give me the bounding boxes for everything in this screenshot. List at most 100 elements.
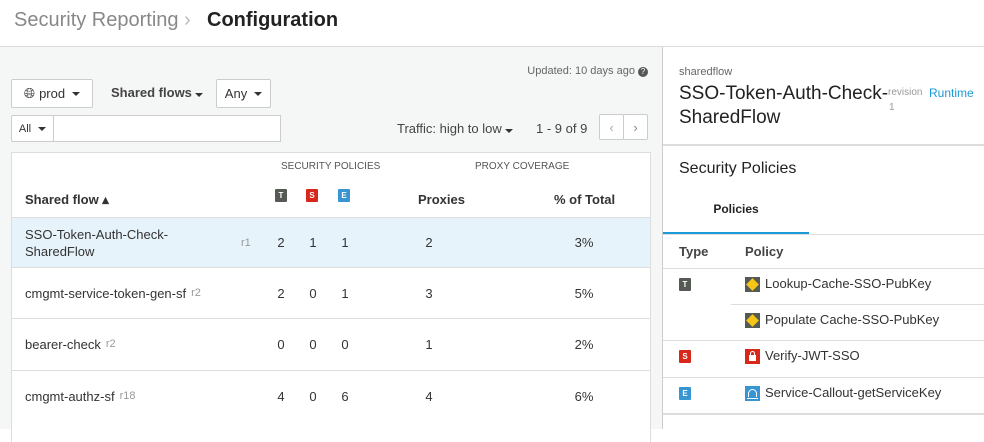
policy-column-header: Policy: [745, 244, 784, 259]
percent-header: % of Total: [554, 192, 616, 207]
policy-type-badge: T: [679, 278, 691, 291]
extension-count: 6: [341, 388, 349, 404]
type-filter-label: Shared flows: [111, 85, 192, 100]
flow-name-cell: cmgmt-service-token-gen-sf r2: [25, 268, 265, 318]
next-page-button[interactable]: ›: [623, 114, 648, 140]
revision: r2: [191, 286, 201, 299]
policy-row[interactable]: S Verify-JWT-SSO: [663, 340, 984, 376]
extension-type-badge: E: [338, 189, 350, 202]
flow-name-cell: SSO-Token-Auth-Check-SharedFlow: [25, 218, 265, 267]
proxies-header: Proxies: [418, 192, 465, 207]
breadcrumb-separator-icon: ›: [184, 9, 191, 31]
updated-text: Updated: 10 days ago: [527, 65, 635, 77]
type-column-header: Type: [679, 244, 709, 259]
policy-name: Populate Cache-SSO-PubKey: [765, 312, 940, 327]
security-count: 0: [309, 388, 317, 404]
proxies-count: 2: [425, 235, 433, 250]
lock-icon: [745, 348, 765, 365]
globe-icon: 🌐︎: [23, 85, 36, 101]
policy-row[interactable]: T Lookup-Cache-SSO-PubKey: [663, 268, 984, 304]
search-scope-dropdown[interactable]: All: [11, 115, 54, 142]
table-row[interactable]: SSO-Token-Auth-Check-SharedFlow r1 2 1 1…: [12, 217, 650, 267]
detail-title-line2: SharedFlow: [679, 107, 781, 128]
page-header: Security Reporting › Configuration: [0, 0, 984, 47]
proxies-count: 3: [425, 285, 433, 301]
pagination-text: 1 - 9 of 9: [536, 121, 588, 136]
policy-name-cell: Verify-JWT-SSO: [745, 348, 860, 365]
policy-type-badge: S: [679, 350, 691, 363]
percent-total: 3%: [574, 235, 594, 250]
security-type-badge: S: [306, 189, 318, 202]
traffic-type-badge: T: [275, 189, 287, 202]
security-count: 0: [309, 337, 317, 352]
sort-by-name-header[interactable]: Shared flow ▴: [25, 192, 109, 207]
proxies-count: 4: [425, 388, 433, 404]
runtime-link[interactable]: Runtime: [929, 86, 974, 100]
traffic-count: 0: [277, 337, 285, 352]
security-count: 0: [309, 285, 317, 301]
revision-number: 1: [889, 102, 895, 113]
policy-name-cell: Lookup-Cache-SSO-PubKey: [745, 276, 931, 293]
cache-icon: [745, 276, 765, 293]
table-row[interactable]: cmgmt-service-token-gen-sf r2 2 0 1 3 5%: [12, 267, 650, 318]
security-count: 1: [309, 235, 317, 250]
proxy-coverage-group-header: PROXY COVERAGE: [475, 161, 570, 172]
policy-name-cell: Populate Cache-SSO-PubKey: [745, 312, 940, 329]
env-label: prod: [39, 86, 66, 101]
sort-dropdown[interactable]: Traffic: high to low: [397, 121, 513, 136]
detail-title: SSO-Token-Auth-Check- SharedFlow: [679, 82, 888, 130]
updated-status: Updated: 10 days ago ?: [527, 65, 648, 77]
any-filter-dropdown[interactable]: Any: [216, 79, 271, 108]
percent-total: 6%: [574, 388, 594, 404]
search-input[interactable]: [53, 115, 281, 142]
table-row[interactable]: bearer-check r2 0 0 0 1 2%: [12, 318, 650, 370]
traffic-count: 4: [277, 388, 285, 404]
any-filter-label: Any: [224, 86, 248, 101]
flow-name: cmgmt-service-token-gen-sf: [25, 285, 187, 301]
section-title: Security Policies: [679, 160, 797, 177]
page-title: Configuration: [207, 9, 339, 31]
proxies-count: 1: [425, 337, 433, 352]
revision: r1: [241, 236, 251, 249]
shared-flows-table: SECURITY POLICIES PROXY COVERAGE Shared …: [11, 152, 651, 442]
env-dropdown[interactable]: 🌐︎ prod: [11, 79, 93, 108]
detail-title-line1: SSO-Token-Auth-Check-: [679, 83, 889, 104]
extension-count: 0: [341, 337, 349, 352]
revision: r2: [105, 338, 116, 350]
flow-name: cmgmt-authz-sf: [25, 388, 115, 404]
detail-kind: sharedflow: [679, 66, 733, 78]
policy-name: Service-Callout-getServiceKey: [765, 385, 942, 400]
flow-name: bearer-check: [25, 337, 101, 352]
table-row[interactable]: cmgmt-authz-sf r18 4 0 6 4 6%: [12, 370, 650, 421]
detail-panel: sharedflow SSO-Token-Auth-Check- SharedFl…: [662, 47, 984, 429]
callout-icon: [745, 385, 765, 402]
security-policies-group-header: SECURITY POLICIES: [281, 161, 381, 172]
traffic-count: 2: [277, 235, 285, 250]
policy-type-badge: E: [679, 387, 691, 400]
flow-name-cell: bearer-check r2: [25, 319, 265, 370]
flow-name: SSO-Token-Auth-Check-SharedFlow: [25, 226, 169, 259]
extension-count: 1: [341, 235, 349, 250]
revision: r18: [119, 389, 136, 402]
traffic-count: 2: [277, 285, 285, 301]
percent-total: 2%: [574, 337, 594, 352]
percent-total: 5%: [574, 285, 594, 301]
policy-name: Verify-JWT-SSO: [765, 348, 860, 363]
prev-page-button[interactable]: ‹: [599, 114, 624, 140]
revision-label: revision: [888, 87, 923, 98]
type-filter-dropdown[interactable]: Shared flows: [111, 85, 203, 100]
policy-name-cell: Service-Callout-getServiceKey: [745, 385, 942, 402]
name-header-label: Shared flow: [25, 192, 99, 207]
policy-row[interactable]: E Service-Callout-getServiceKey: [663, 377, 984, 413]
help-icon[interactable]: ?: [638, 67, 648, 77]
sort-label: Traffic: high to low: [397, 121, 502, 136]
breadcrumb-security-reporting[interactable]: Security Reporting: [14, 9, 179, 31]
list-panel: Updated: 10 days ago ? 🌐︎ prod Shared flo…: [0, 47, 662, 442]
policy-row[interactable]: Populate Cache-SSO-PubKey: [663, 304, 984, 340]
tab-policies[interactable]: Policies: [663, 202, 809, 235]
cache-icon: [745, 312, 765, 329]
search-scope-label: All: [18, 122, 32, 135]
extension-count: 1: [341, 285, 349, 301]
policy-table-end: [663, 413, 984, 415]
tab-policies-label: Policies: [713, 202, 759, 216]
